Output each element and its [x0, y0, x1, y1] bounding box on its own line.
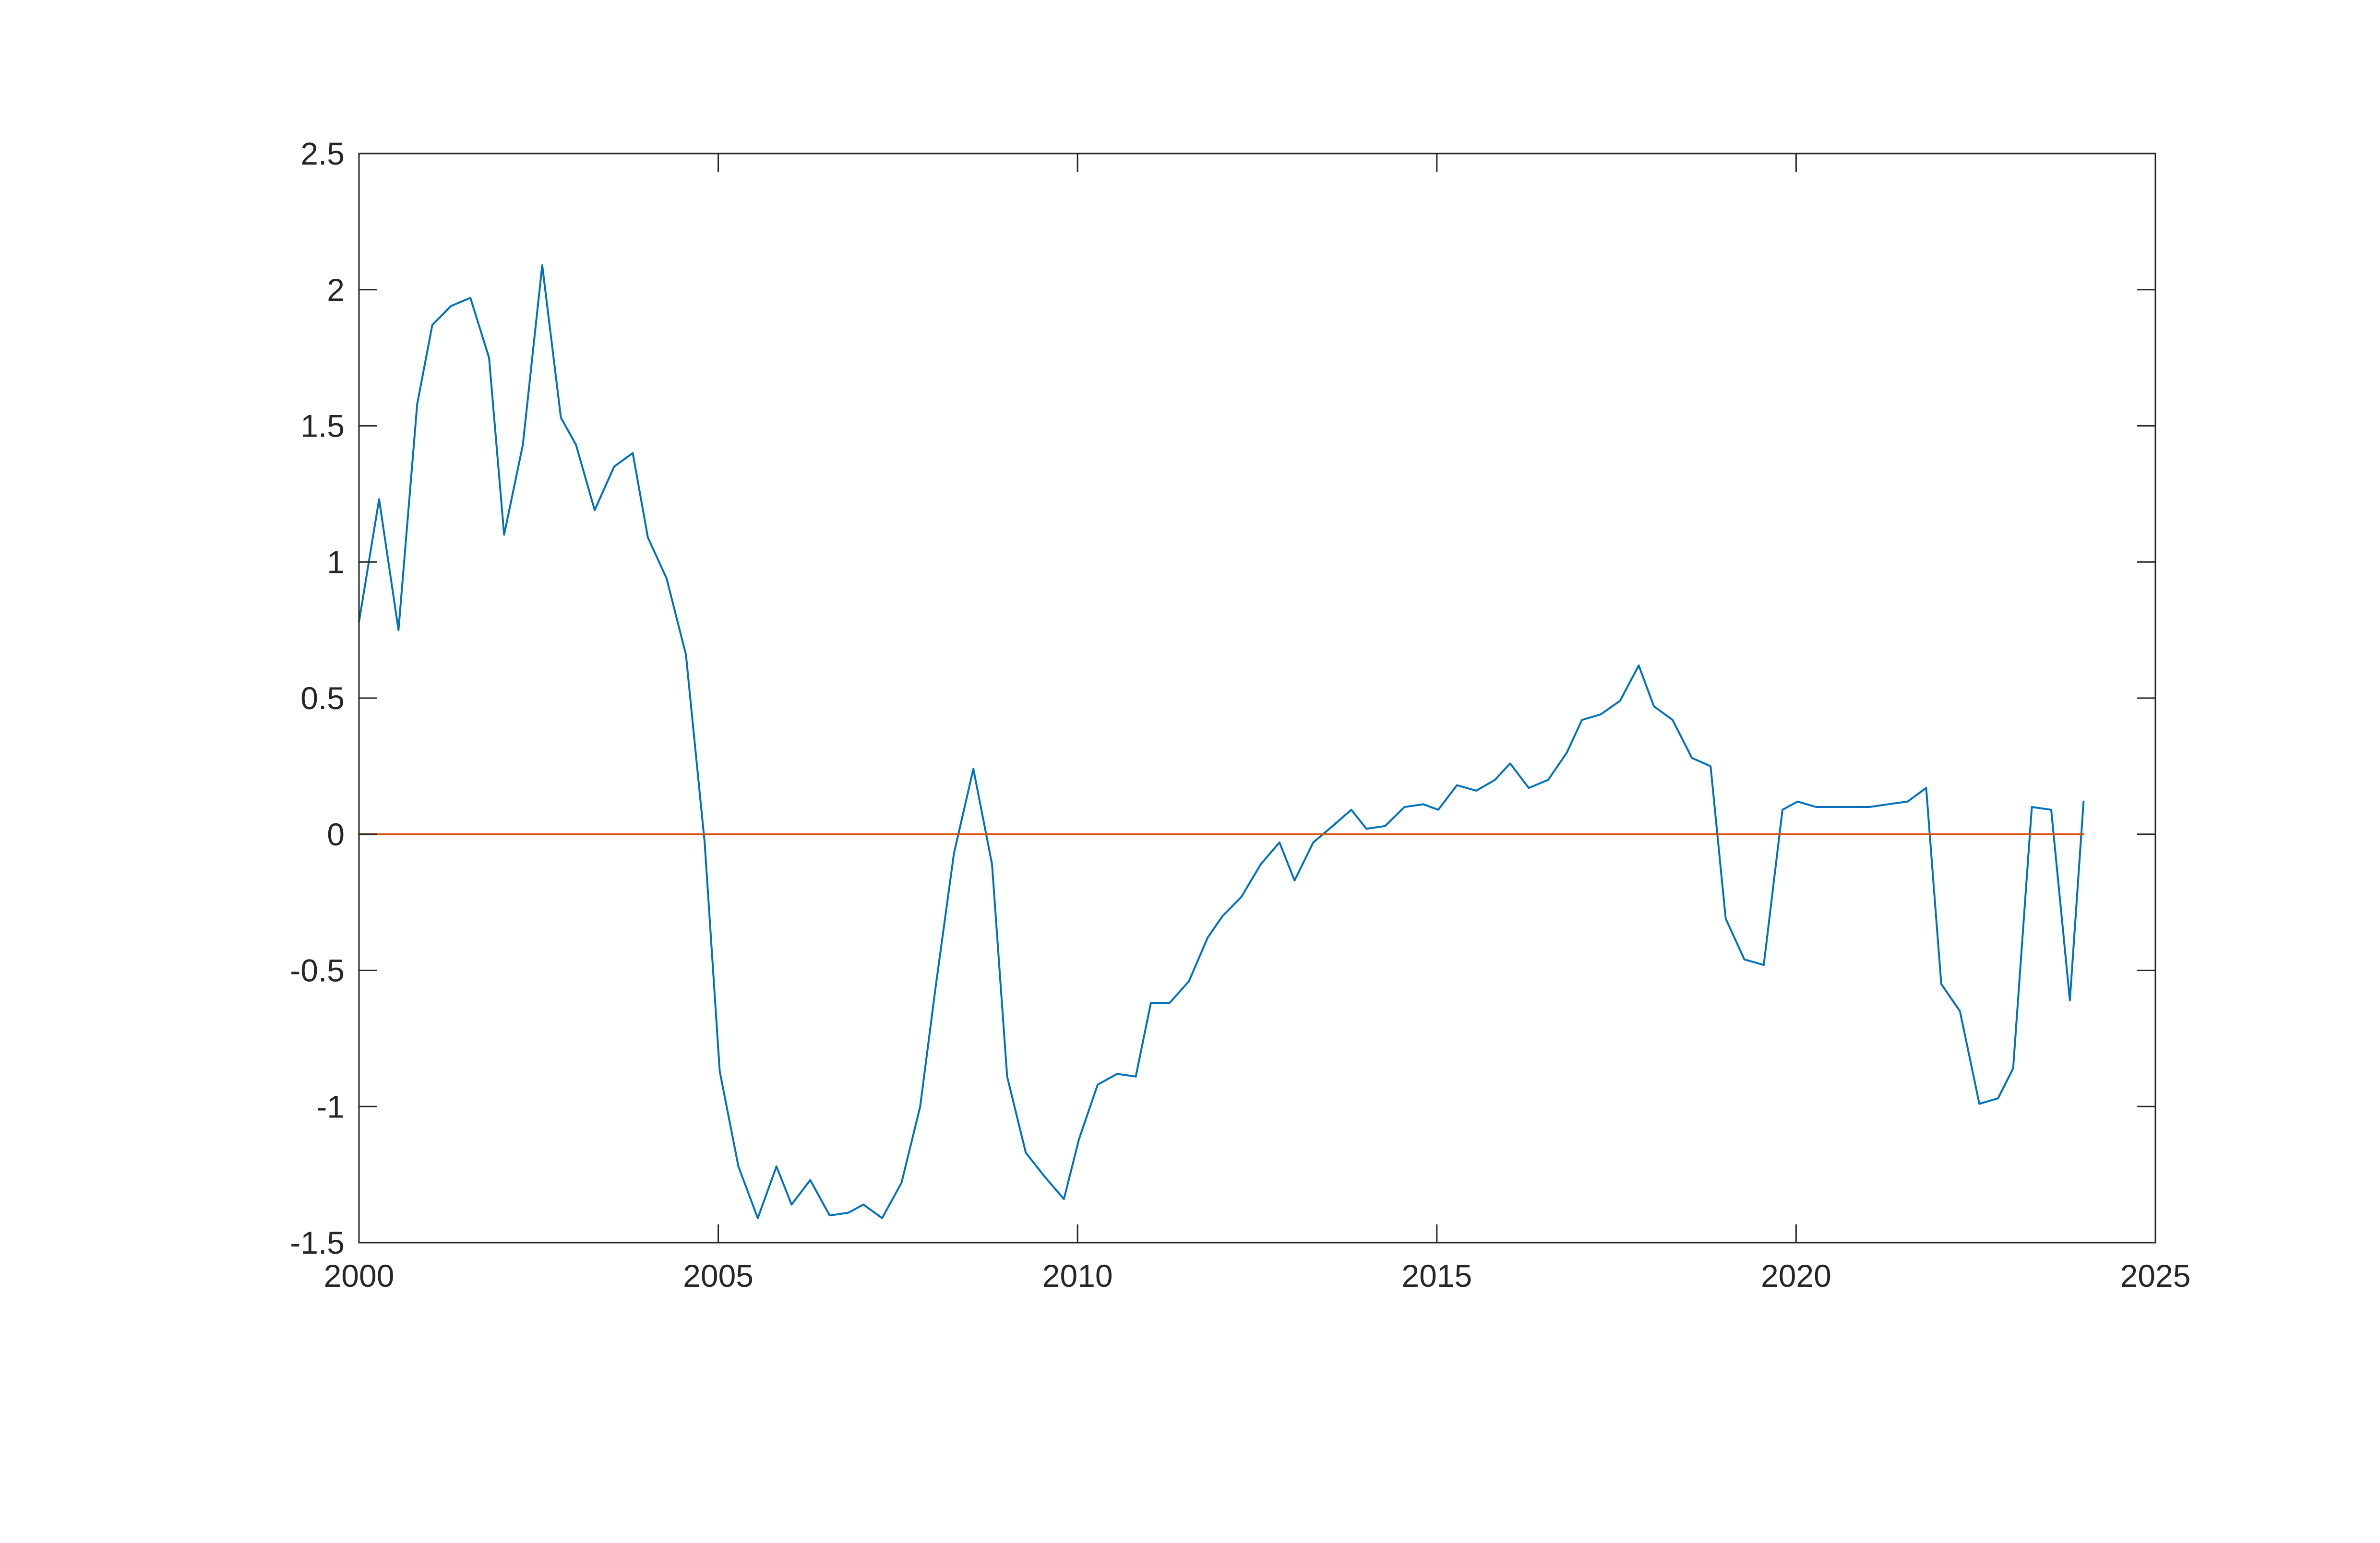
- x-tick-label: 2005: [683, 1258, 753, 1294]
- axes-layer: 2000 2005 2010 2015 2020 2025 2.5 2 1.5 1 0.5 0 -0.5…: [290, 136, 2190, 1294]
- x-tick-label: 2025: [2120, 1258, 2191, 1294]
- x-tick-label: 2000: [324, 1258, 395, 1294]
- series-layer: [358, 264, 2085, 1219]
- y-tick-label: -1.5: [290, 1225, 345, 1260]
- y-tick-label: -0.5: [290, 953, 345, 988]
- y-tick-label: 1: [327, 544, 345, 580]
- y-tick-label: -1: [316, 1089, 345, 1124]
- y-tick-label: 0: [327, 817, 345, 852]
- plot-background: [359, 154, 2155, 1243]
- series-line-0: [358, 264, 2085, 1219]
- x-tick-label: 2015: [1401, 1258, 1472, 1294]
- y-tick-label: 1.5: [300, 408, 345, 444]
- y-tick-label: 2.5: [300, 136, 345, 171]
- x-tick-label: 2020: [1761, 1258, 1831, 1294]
- y-tick-label: 2: [327, 272, 345, 308]
- plot-area: [359, 154, 2155, 1243]
- x-tick-label: 2010: [1042, 1258, 1113, 1294]
- y-tick-label: 0.5: [300, 680, 345, 716]
